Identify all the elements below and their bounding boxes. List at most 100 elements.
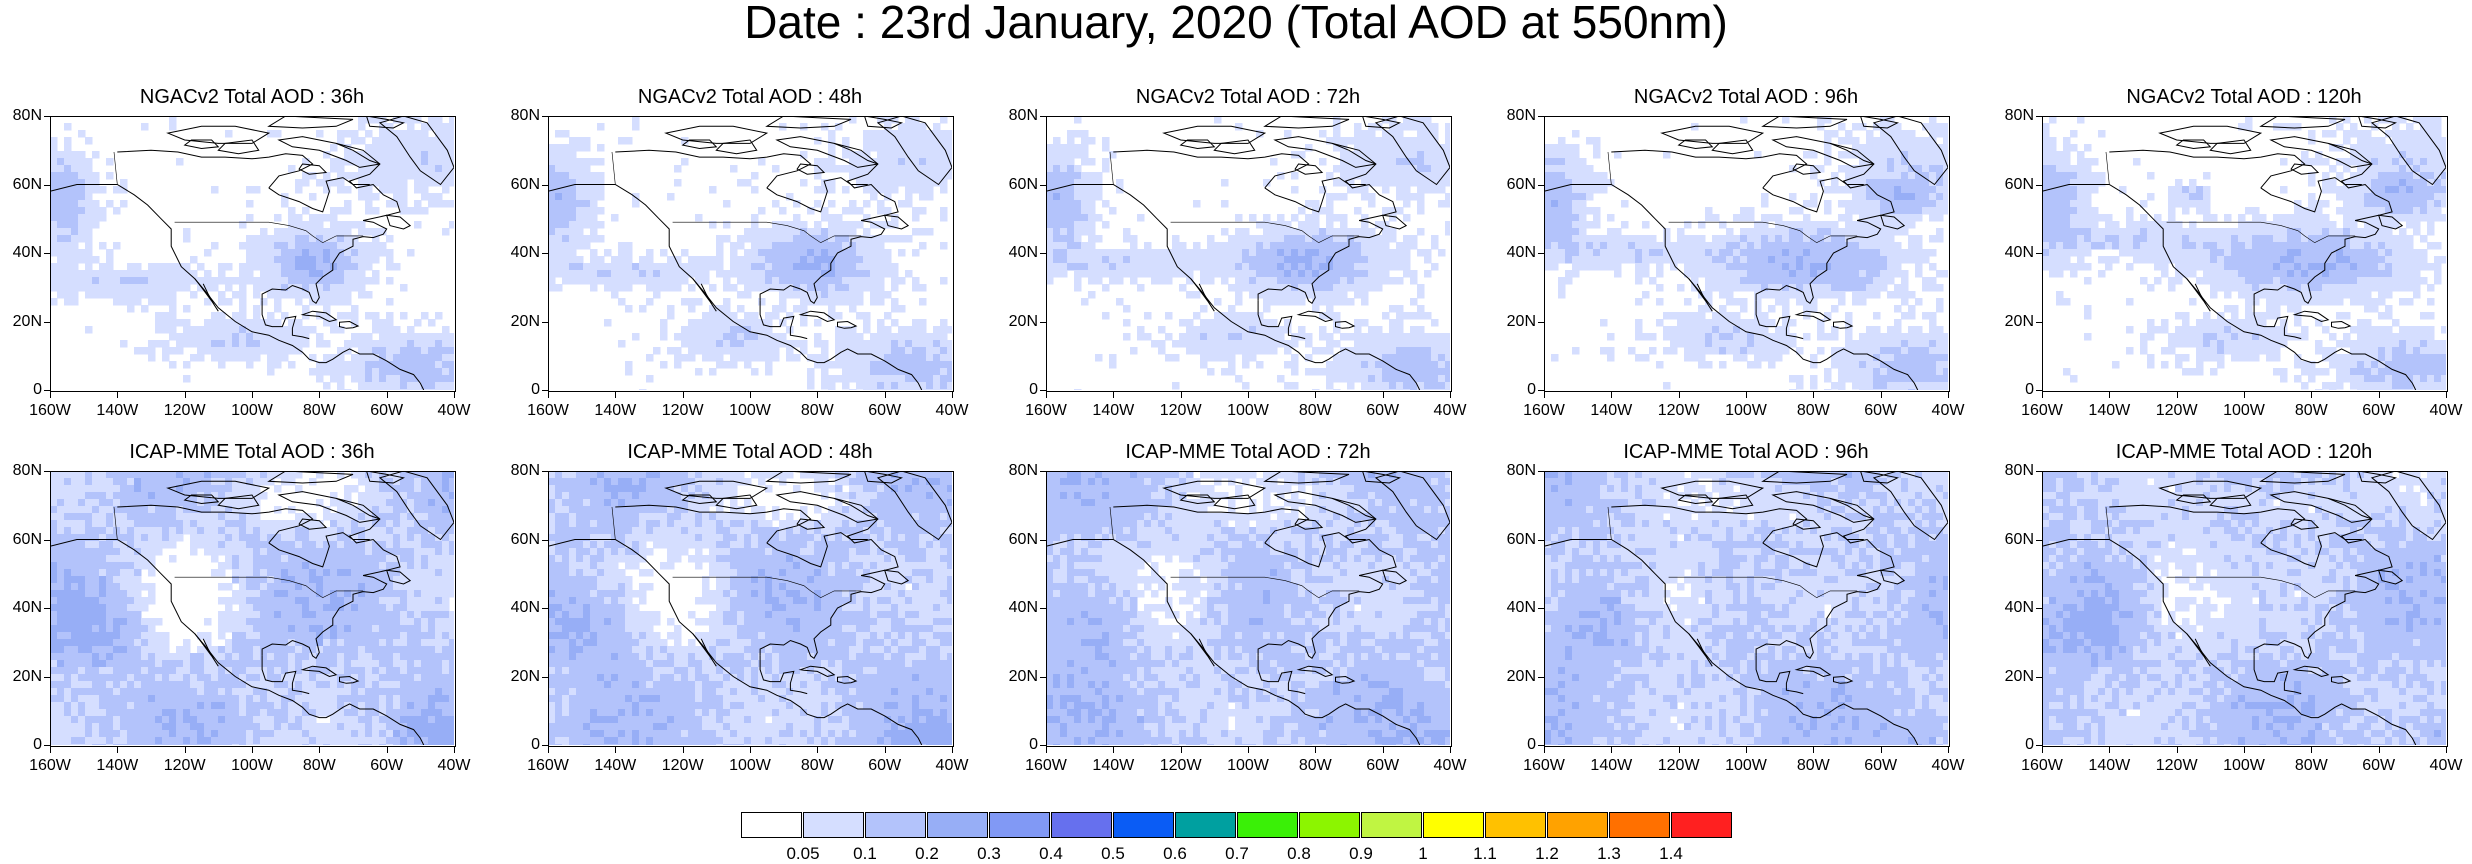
lat-label: 20N — [998, 668, 1038, 686]
lat-tick — [1538, 116, 1544, 117]
lon-label: 60W — [1851, 757, 1911, 775]
lon-tick — [387, 392, 388, 398]
lon-tick — [2311, 392, 2312, 398]
panel-title: ICAP-MME Total AOD : 72h — [1043, 441, 1453, 464]
lat-label: 20N — [1994, 313, 2034, 331]
lon-tick — [885, 747, 886, 753]
lat-tick — [2036, 677, 2042, 678]
lon-label: 80W — [1285, 402, 1345, 420]
lat-label: 80N — [1496, 107, 1536, 125]
lat-tick — [2036, 745, 2042, 746]
lat-tick — [542, 540, 548, 541]
lat-label: 40N — [998, 599, 1038, 617]
lat-label: 80N — [500, 462, 540, 480]
colorbar-swatch — [1361, 812, 1422, 838]
lon-tick — [2446, 392, 2447, 398]
lon-label: 100W — [222, 757, 282, 775]
lat-tick — [2036, 116, 2042, 117]
lat-tick — [1040, 608, 1046, 609]
colorbar-label: 1 — [1393, 844, 1453, 864]
lat-label: 0 — [1994, 736, 2034, 754]
lat-tick — [2036, 185, 2042, 186]
lat-tick — [1040, 745, 1046, 746]
lat-tick — [1538, 253, 1544, 254]
lon-tick — [2244, 392, 2245, 398]
colorbar-label: 0.05 — [773, 844, 833, 864]
lon-label: 160W — [1016, 402, 1076, 420]
lat-label: 80N — [500, 107, 540, 125]
lat-label: 60N — [2, 531, 42, 549]
colorbar-label: 0.2 — [897, 844, 957, 864]
lat-tick — [1040, 471, 1046, 472]
lat-label: 20N — [998, 313, 1038, 331]
lat-label: 40N — [1496, 599, 1536, 617]
lon-tick — [252, 392, 253, 398]
map-frame — [1544, 471, 1950, 747]
lat-label: 60N — [1994, 531, 2034, 549]
lon-label: 160W — [20, 402, 80, 420]
lon-tick — [1450, 392, 1451, 398]
lon-label: 80W — [787, 402, 847, 420]
lon-label: 140W — [1083, 757, 1143, 775]
lon-tick — [1315, 747, 1316, 753]
lon-tick — [1679, 392, 1680, 398]
lon-tick — [1611, 747, 1612, 753]
lon-label: 160W — [518, 402, 578, 420]
map-frame — [548, 116, 954, 392]
colorbar-swatch — [1609, 812, 1670, 838]
lat-label: 20N — [500, 668, 540, 686]
lon-tick — [1881, 392, 1882, 398]
lon-tick — [319, 392, 320, 398]
lat-label: 0 — [500, 381, 540, 399]
lon-tick — [952, 392, 953, 398]
lon-tick — [50, 392, 51, 398]
lon-label: 40W — [922, 757, 982, 775]
lat-label: 60N — [998, 176, 1038, 194]
lon-label: 80W — [2281, 402, 2341, 420]
lon-label: 160W — [20, 757, 80, 775]
lat-label: 80N — [998, 107, 1038, 125]
lat-label: 0 — [2, 381, 42, 399]
lon-tick — [1181, 392, 1182, 398]
colorbar-label: 0.5 — [1083, 844, 1143, 864]
lat-label: 60N — [998, 531, 1038, 549]
lat-label: 0 — [1496, 381, 1536, 399]
lat-tick — [1538, 471, 1544, 472]
lon-label: 120W — [1649, 757, 1709, 775]
lat-tick — [44, 185, 50, 186]
lat-label: 40N — [1496, 244, 1536, 262]
lon-tick — [1611, 392, 1612, 398]
lon-label: 60W — [357, 757, 417, 775]
lon-label: 60W — [1851, 402, 1911, 420]
lat-tick — [1040, 116, 1046, 117]
lon-tick — [1248, 392, 1249, 398]
lat-label: 80N — [2, 462, 42, 480]
colorbar-swatch — [1175, 812, 1236, 838]
lon-tick — [817, 392, 818, 398]
lon-tick — [1113, 747, 1114, 753]
lon-tick — [1046, 747, 1047, 753]
lon-label: 100W — [1716, 402, 1776, 420]
lon-label: 60W — [2349, 402, 2409, 420]
colorbar-label: 1.4 — [1641, 844, 1701, 864]
lon-tick — [2042, 392, 2043, 398]
lon-label: 80W — [289, 402, 349, 420]
lon-tick — [117, 747, 118, 753]
lat-tick — [1040, 540, 1046, 541]
panel-title: NGACv2 Total AOD : 96h — [1541, 86, 1951, 109]
lon-tick — [615, 747, 616, 753]
lon-tick — [1746, 392, 1747, 398]
lon-label: 40W — [1420, 757, 1480, 775]
lon-label: 60W — [357, 402, 417, 420]
colorbar-swatch — [865, 812, 926, 838]
lon-label: 100W — [1716, 757, 1776, 775]
lon-tick — [1383, 747, 1384, 753]
lon-label: 40W — [1918, 402, 1978, 420]
lat-tick — [1538, 608, 1544, 609]
lon-tick — [2177, 747, 2178, 753]
lon-tick — [750, 747, 751, 753]
lat-tick — [2036, 540, 2042, 541]
lon-label: 80W — [787, 757, 847, 775]
